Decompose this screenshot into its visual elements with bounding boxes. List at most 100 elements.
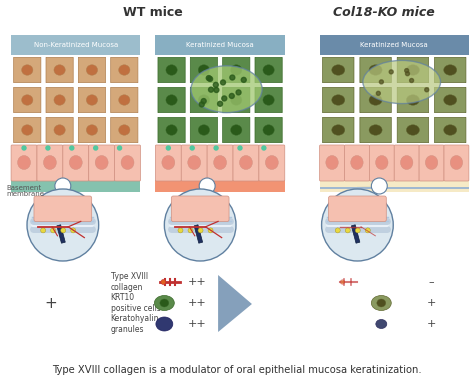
FancyBboxPatch shape [323,88,354,113]
Ellipse shape [332,65,345,75]
FancyBboxPatch shape [78,57,106,83]
Circle shape [376,91,380,95]
FancyBboxPatch shape [435,57,466,83]
FancyBboxPatch shape [319,145,345,181]
Ellipse shape [198,65,210,75]
Text: Basement
membrane: Basement membrane [6,184,44,197]
Ellipse shape [230,65,242,75]
FancyBboxPatch shape [345,145,369,181]
FancyBboxPatch shape [259,145,285,181]
FancyBboxPatch shape [360,57,391,83]
FancyBboxPatch shape [158,118,185,142]
Ellipse shape [118,125,130,135]
Circle shape [214,146,218,150]
Ellipse shape [22,95,33,105]
Ellipse shape [351,156,363,169]
Circle shape [218,101,223,106]
FancyBboxPatch shape [360,88,391,113]
Circle shape [71,228,76,233]
Ellipse shape [326,156,338,169]
Bar [319,35,469,55]
Text: Type XVIII
collagen: Type XVIII collagen [110,272,148,292]
FancyBboxPatch shape [11,145,37,181]
FancyBboxPatch shape [158,57,185,83]
Ellipse shape [162,156,175,169]
FancyBboxPatch shape [223,118,250,142]
Bar [319,187,469,189]
Text: Col18-KO mice: Col18-KO mice [333,5,435,18]
Ellipse shape [375,156,388,169]
FancyBboxPatch shape [233,145,259,181]
FancyBboxPatch shape [111,57,138,83]
Circle shape [356,228,360,233]
FancyBboxPatch shape [78,118,106,142]
Text: Non-Keratinized Mucosa: Non-Keratinized Mucosa [34,42,118,48]
Ellipse shape [156,317,173,331]
Ellipse shape [444,125,457,135]
FancyBboxPatch shape [115,145,140,181]
Ellipse shape [69,156,82,169]
Circle shape [94,146,98,150]
Ellipse shape [263,65,274,75]
Ellipse shape [22,65,33,75]
FancyBboxPatch shape [46,88,73,113]
Circle shape [70,146,74,150]
FancyBboxPatch shape [14,57,41,83]
FancyBboxPatch shape [46,118,73,142]
Ellipse shape [160,299,169,307]
Polygon shape [218,275,252,332]
Ellipse shape [406,65,419,75]
Circle shape [262,146,266,150]
Bar [319,180,469,192]
Text: WT mice: WT mice [123,5,182,18]
Bar [155,180,285,192]
Circle shape [340,280,345,284]
Circle shape [345,228,350,233]
Ellipse shape [263,95,274,105]
Circle shape [118,146,121,150]
FancyBboxPatch shape [323,118,354,142]
Ellipse shape [54,125,65,135]
Text: Keratinized Mucosa: Keratinized Mucosa [360,42,428,48]
Bar [155,35,285,55]
FancyBboxPatch shape [171,196,229,222]
Ellipse shape [263,125,274,135]
Ellipse shape [118,95,130,105]
Circle shape [241,78,246,83]
FancyBboxPatch shape [14,88,41,113]
Ellipse shape [198,95,210,105]
Ellipse shape [425,156,438,169]
FancyBboxPatch shape [34,196,91,222]
Circle shape [164,189,236,261]
Text: KRT10
positive cells: KRT10 positive cells [110,293,161,313]
Ellipse shape [198,125,210,135]
Ellipse shape [214,156,227,169]
Ellipse shape [22,125,33,135]
Ellipse shape [191,66,262,113]
Circle shape [222,96,227,101]
Circle shape [371,178,387,194]
Text: ++: ++ [188,319,207,329]
Ellipse shape [377,299,386,307]
Circle shape [405,69,409,73]
Circle shape [46,146,50,150]
Ellipse shape [166,95,177,105]
Ellipse shape [239,156,253,169]
Circle shape [190,146,194,150]
Circle shape [230,75,235,80]
Text: Type XVIII collagen is a modulator of oral epithelial mucosa keratinization.: Type XVIII collagen is a modulator of or… [52,365,422,375]
Ellipse shape [54,65,65,75]
FancyBboxPatch shape [14,118,41,142]
FancyBboxPatch shape [190,57,218,83]
Ellipse shape [44,156,56,169]
FancyBboxPatch shape [223,88,250,113]
Ellipse shape [230,125,242,135]
Circle shape [321,189,393,261]
FancyBboxPatch shape [181,145,207,181]
FancyBboxPatch shape [444,145,469,181]
FancyBboxPatch shape [111,88,138,113]
Circle shape [55,178,71,194]
FancyBboxPatch shape [207,145,233,181]
Circle shape [410,78,414,83]
Circle shape [335,228,340,233]
